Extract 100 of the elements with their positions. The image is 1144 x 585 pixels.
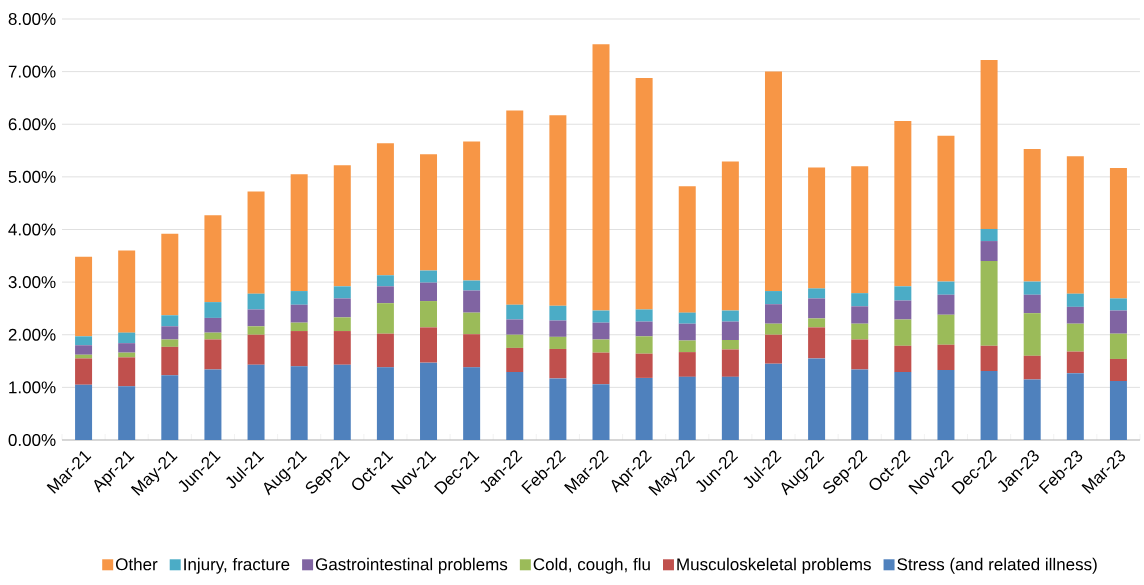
bar — [980, 345, 998, 372]
bar — [333, 165, 351, 287]
bar — [851, 166, 869, 294]
bar — [1023, 148, 1041, 282]
bar — [204, 302, 222, 318]
y-tick-label: 1.00% — [9, 381, 56, 394]
bar — [721, 349, 739, 377]
bar — [463, 367, 481, 440]
bar — [290, 174, 308, 292]
bar — [463, 141, 481, 281]
bar — [75, 345, 93, 355]
bar — [764, 323, 782, 335]
bar — [420, 362, 438, 440]
bar — [1109, 358, 1127, 382]
bar — [75, 384, 93, 440]
bar — [592, 384, 610, 440]
bar — [549, 348, 567, 379]
bar — [1023, 281, 1041, 295]
bar — [808, 288, 826, 299]
bar — [1066, 373, 1084, 440]
bar — [592, 339, 610, 353]
bar — [1023, 294, 1041, 314]
bar — [75, 336, 93, 346]
bar — [204, 339, 222, 370]
bar — [592, 310, 610, 323]
bar — [721, 310, 739, 322]
legend-label: Injury, fracture — [184, 557, 290, 574]
bar — [764, 334, 782, 364]
bar — [894, 372, 912, 440]
bar — [506, 347, 524, 373]
bar — [1023, 379, 1041, 440]
bar — [851, 293, 869, 307]
bar — [1066, 306, 1084, 324]
bar — [980, 371, 998, 440]
bar — [937, 135, 955, 282]
bar — [463, 334, 481, 368]
bar — [635, 336, 653, 354]
bar — [420, 282, 438, 302]
bar — [894, 286, 912, 301]
bar — [678, 323, 696, 341]
bar — [204, 369, 222, 440]
bar — [851, 306, 869, 324]
bar — [1109, 310, 1127, 334]
bar — [1066, 293, 1084, 307]
bar — [1109, 167, 1127, 299]
bar — [247, 309, 265, 327]
bar — [376, 333, 394, 368]
bar — [161, 315, 179, 327]
bar — [247, 364, 265, 440]
bar — [592, 44, 610, 311]
bar — [420, 270, 438, 283]
bar — [506, 372, 524, 440]
bar — [376, 367, 394, 440]
bar — [721, 321, 739, 340]
bar — [764, 304, 782, 324]
bar — [463, 312, 481, 335]
y-tick-label: 2.00% — [8, 328, 56, 341]
bar — [894, 300, 912, 320]
bar — [376, 286, 394, 304]
bar — [980, 228, 998, 242]
bar — [635, 309, 653, 322]
bar — [161, 326, 179, 340]
bar — [118, 250, 136, 333]
bar — [75, 358, 93, 385]
bar — [678, 312, 696, 324]
bar — [808, 167, 826, 289]
bar — [420, 154, 438, 271]
bar — [808, 318, 826, 328]
bar — [118, 332, 136, 344]
bar — [894, 319, 912, 346]
bar — [894, 121, 912, 287]
bar — [75, 256, 93, 337]
bar — [635, 321, 653, 337]
bar — [678, 340, 696, 353]
legend-label: Cold, cough, flu — [533, 557, 650, 574]
bar — [1066, 323, 1084, 352]
bar — [635, 353, 653, 378]
bar — [678, 376, 696, 440]
bar — [980, 261, 998, 346]
bar — [247, 326, 265, 335]
bar — [247, 191, 265, 294]
bar — [1023, 355, 1041, 380]
bar — [635, 77, 653, 310]
bar — [161, 339, 179, 347]
bar — [721, 340, 739, 350]
bar — [678, 186, 696, 313]
bar — [764, 291, 782, 305]
bar — [764, 363, 782, 440]
bar — [118, 343, 136, 353]
bar — [333, 286, 351, 299]
bar — [980, 60, 998, 229]
bar — [937, 314, 955, 345]
bar — [506, 319, 524, 335]
bar — [721, 376, 739, 440]
legend-label: Other — [115, 557, 158, 571]
bar — [118, 357, 136, 387]
bar — [506, 334, 524, 348]
bar — [1109, 333, 1127, 359]
bar — [549, 320, 567, 337]
bar — [937, 294, 955, 315]
